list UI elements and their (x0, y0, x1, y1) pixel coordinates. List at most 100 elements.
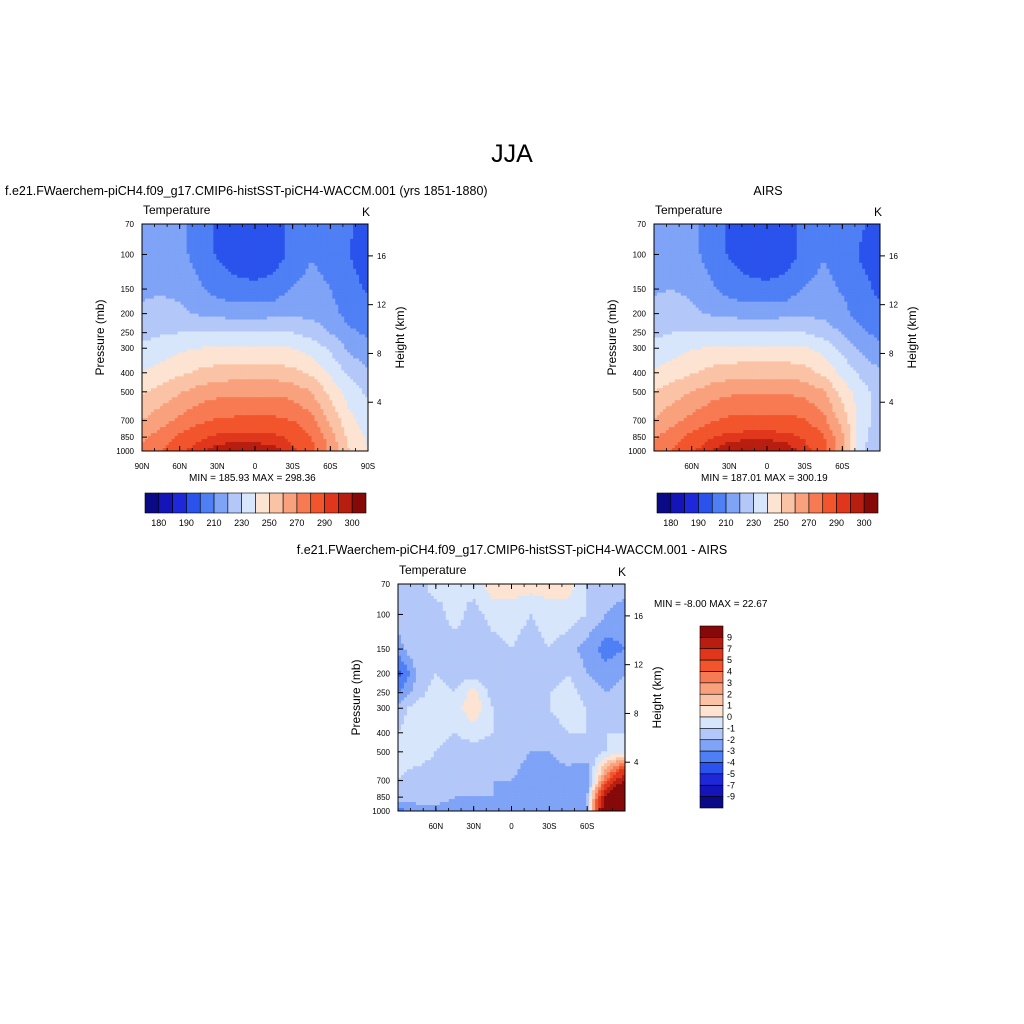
model-contour-cell (153, 382, 158, 386)
model-contour-cell (359, 415, 363, 419)
model-contour-cell (216, 232, 220, 237)
model-contour-cell (320, 361, 324, 365)
model-contour-cell (171, 373, 176, 377)
model-contour-cell (219, 286, 223, 291)
model-contour-cell (207, 358, 211, 362)
model-contour-cell (222, 241, 226, 246)
model-contour-cell (353, 397, 357, 401)
model-contour-cell (287, 229, 292, 234)
model-contour-cell (142, 301, 146, 305)
model-contour-cell (156, 397, 161, 401)
model-contour-cell (266, 307, 271, 311)
model-contour-cell (147, 286, 152, 291)
model-contour-cell (144, 355, 149, 359)
model-contour-cell (311, 412, 315, 416)
model-contour-cell (269, 265, 274, 270)
model-contour-cell (195, 268, 199, 273)
model-contour-cell (228, 412, 232, 416)
model-contour-cell (147, 358, 152, 362)
model-contour-cell (153, 310, 158, 314)
model-contour-cell (234, 403, 238, 407)
model-contour-cell (225, 379, 229, 383)
model-contour-cell (213, 224, 217, 228)
model-contour-cell (189, 361, 193, 365)
model-contour-cell (293, 397, 297, 401)
model-contour-cell (347, 244, 351, 249)
model-contour-cell (225, 358, 229, 362)
model-contour-cell (359, 224, 363, 228)
model-contour-cell (362, 331, 366, 335)
model-contour-cell (269, 349, 274, 353)
model-contour-cell (147, 337, 152, 341)
model-contour-cell (156, 400, 161, 404)
model-contour-cell (213, 412, 217, 416)
model-contour-cell (305, 409, 309, 413)
model-contour-cell (204, 346, 208, 350)
model-contour-cell (201, 280, 205, 285)
model-contour-cell (275, 406, 280, 410)
model-contour-cell (180, 235, 184, 240)
model-contour-cell (144, 337, 149, 341)
model-contour-cell (144, 397, 149, 401)
model-contour-cell (287, 361, 292, 365)
model-contour-cell (210, 418, 214, 422)
model-contour-cell (275, 238, 280, 243)
model-contour-cell (189, 316, 193, 320)
model-contour-cell (177, 376, 181, 380)
model-contour-cell (252, 361, 256, 365)
model-contour-cell (231, 241, 235, 246)
model-contour-cell (171, 256, 176, 261)
model-contour-cell (257, 400, 262, 404)
model-contour-cell (147, 379, 152, 383)
model-contour-cell (329, 250, 333, 255)
model-contour-cell (287, 406, 292, 410)
model-contour-cell (320, 304, 324, 308)
model-contour-cell (156, 238, 161, 243)
model-contour-cell (278, 328, 283, 332)
model-contour-cell (359, 232, 363, 237)
model-contour-cell (338, 250, 342, 255)
model-contour-cell (162, 370, 167, 374)
model-contour-cell (195, 343, 199, 347)
model-contour-cell (246, 298, 250, 303)
model-contour-cell (255, 418, 259, 422)
model-contour-cell (219, 268, 223, 273)
model-contour-cell (365, 259, 369, 264)
model-contour-cell (269, 322, 274, 326)
model-contour-cell (255, 367, 259, 371)
model-contour-cell (189, 355, 193, 359)
model-contour-cell (332, 352, 336, 356)
model-contour-cell (159, 316, 164, 320)
model-contour-cell (192, 337, 196, 341)
model-contour-cell (326, 283, 330, 288)
model-contour-cell (165, 250, 170, 255)
model-contour-cell (171, 253, 176, 258)
model-contour-cell (296, 250, 300, 255)
model-contour-cell (210, 409, 214, 413)
model-contour-cell (293, 406, 297, 410)
model-contour-cell (213, 337, 217, 341)
model-contour-cell (243, 397, 247, 401)
model-contour-cell (293, 238, 297, 243)
model-contour-cell (278, 409, 283, 413)
model-contour-cell (308, 352, 312, 356)
model-contour-cell (272, 224, 277, 228)
model-contour-cell (350, 289, 354, 294)
model-contour-cell (156, 349, 161, 353)
model-contour-cell (186, 241, 190, 246)
model-contour-cell (320, 277, 324, 282)
model-contour-cell (332, 286, 336, 291)
model-contour-cell (362, 295, 366, 300)
model-contour-cell (144, 352, 149, 356)
model-contour-cell (290, 259, 294, 264)
model-contour-cell (332, 337, 336, 341)
model-contour-cell (180, 247, 184, 252)
model-contour-cell (189, 334, 193, 338)
model-contour-cell (332, 400, 336, 404)
model-contour-cell (272, 340, 277, 344)
model-contour-cell (156, 379, 161, 383)
model-contour-cell (365, 241, 369, 246)
model-contour-cell (228, 256, 232, 261)
model-contour-cell (142, 382, 146, 386)
model-contour-cell (344, 370, 348, 374)
